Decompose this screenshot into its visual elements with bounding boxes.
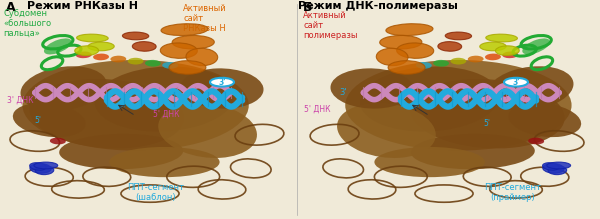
Ellipse shape bbox=[331, 68, 413, 109]
Ellipse shape bbox=[374, 147, 485, 177]
Ellipse shape bbox=[88, 42, 114, 51]
Ellipse shape bbox=[480, 42, 506, 51]
Ellipse shape bbox=[388, 61, 425, 74]
Ellipse shape bbox=[376, 48, 408, 66]
Ellipse shape bbox=[438, 42, 461, 51]
Ellipse shape bbox=[76, 51, 92, 58]
Ellipse shape bbox=[95, 66, 234, 132]
Ellipse shape bbox=[158, 103, 257, 158]
Text: Режим РНКазы Н: Режим РНКазы Н bbox=[27, 1, 138, 11]
Ellipse shape bbox=[169, 61, 206, 74]
Ellipse shape bbox=[161, 24, 208, 35]
Text: 3': 3' bbox=[340, 88, 347, 97]
Ellipse shape bbox=[109, 147, 220, 177]
Ellipse shape bbox=[485, 54, 501, 60]
Ellipse shape bbox=[29, 163, 46, 170]
Ellipse shape bbox=[502, 51, 518, 58]
Ellipse shape bbox=[380, 35, 422, 49]
Ellipse shape bbox=[145, 60, 161, 67]
Ellipse shape bbox=[44, 38, 72, 55]
Text: Режим ДНК-полимеразы: Режим ДНК-полимеразы bbox=[298, 1, 458, 11]
Text: 5': 5' bbox=[35, 116, 42, 125]
Ellipse shape bbox=[20, 66, 107, 111]
Ellipse shape bbox=[77, 34, 108, 42]
Text: 5' ДНК: 5' ДНК bbox=[304, 105, 331, 114]
Ellipse shape bbox=[486, 34, 517, 42]
Ellipse shape bbox=[34, 162, 58, 169]
Ellipse shape bbox=[522, 38, 550, 55]
Ellipse shape bbox=[360, 66, 499, 132]
Ellipse shape bbox=[410, 79, 565, 148]
Ellipse shape bbox=[508, 103, 581, 137]
Ellipse shape bbox=[29, 79, 184, 148]
Ellipse shape bbox=[162, 62, 178, 69]
Ellipse shape bbox=[59, 134, 183, 169]
Circle shape bbox=[210, 78, 234, 87]
Ellipse shape bbox=[386, 24, 433, 35]
Ellipse shape bbox=[411, 134, 535, 169]
Ellipse shape bbox=[528, 138, 544, 144]
Ellipse shape bbox=[128, 58, 143, 65]
Text: 3' ДНК: 3' ДНК bbox=[501, 95, 527, 104]
Text: 5': 5' bbox=[483, 119, 490, 128]
Circle shape bbox=[504, 78, 528, 87]
Ellipse shape bbox=[451, 58, 466, 65]
Ellipse shape bbox=[172, 35, 214, 49]
Ellipse shape bbox=[13, 103, 86, 137]
Ellipse shape bbox=[468, 56, 484, 62]
Text: Субдомен
«большого
пальца»: Субдомен «большого пальца» bbox=[3, 9, 51, 38]
Text: 3': 3' bbox=[212, 83, 220, 92]
Ellipse shape bbox=[433, 60, 449, 67]
Ellipse shape bbox=[30, 164, 51, 173]
Text: А: А bbox=[6, 1, 16, 14]
Text: ППТ-сегмент
(праймер): ППТ-сегмент (праймер) bbox=[485, 183, 542, 202]
Ellipse shape bbox=[337, 103, 436, 158]
Ellipse shape bbox=[75, 46, 98, 55]
Ellipse shape bbox=[487, 66, 574, 111]
Ellipse shape bbox=[416, 62, 432, 69]
Text: 3': 3' bbox=[218, 78, 226, 87]
Ellipse shape bbox=[186, 48, 218, 66]
Ellipse shape bbox=[496, 46, 519, 55]
Ellipse shape bbox=[35, 166, 54, 175]
Ellipse shape bbox=[345, 60, 572, 151]
Ellipse shape bbox=[133, 42, 156, 51]
Ellipse shape bbox=[547, 162, 571, 169]
Ellipse shape bbox=[445, 32, 472, 40]
Ellipse shape bbox=[543, 164, 564, 173]
Text: 3': 3' bbox=[512, 78, 520, 87]
Ellipse shape bbox=[122, 32, 149, 40]
Ellipse shape bbox=[181, 68, 263, 109]
Text: Активный
сайт
полимеразы: Активный сайт полимеразы bbox=[303, 11, 358, 40]
Text: ППТ-сегмент
(шаблон): ППТ-сегмент (шаблон) bbox=[128, 183, 185, 202]
Ellipse shape bbox=[93, 54, 109, 60]
Ellipse shape bbox=[22, 60, 249, 151]
Ellipse shape bbox=[397, 43, 434, 58]
Ellipse shape bbox=[160, 43, 197, 58]
Ellipse shape bbox=[548, 166, 566, 175]
Text: Б: Б bbox=[303, 1, 313, 14]
Ellipse shape bbox=[110, 56, 126, 62]
Text: 5' ДНК: 5' ДНК bbox=[153, 110, 179, 118]
Text: Активный
сайт
РНКазы Н: Активный сайт РНКазы Н bbox=[183, 4, 227, 34]
Text: 3' ДНК: 3' ДНК bbox=[7, 95, 34, 104]
Ellipse shape bbox=[542, 163, 559, 170]
Ellipse shape bbox=[50, 138, 66, 144]
